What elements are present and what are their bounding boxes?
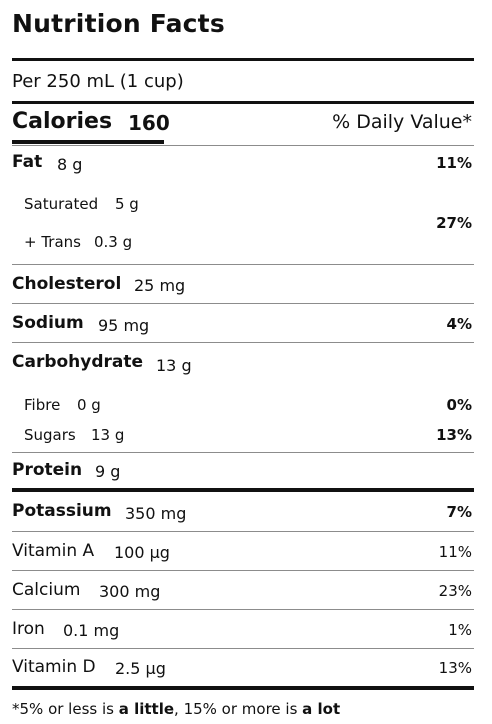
- carbohydrate-amount: 13 g: [156, 356, 192, 375]
- cholesterol-label: Cholesterol: [12, 274, 122, 294]
- vitamin-d-label: Vitamin D: [12, 657, 96, 677]
- sugars-label: Sugars: [24, 426, 76, 444]
- vitamin-a-dv: 11%: [438, 543, 472, 561]
- calcium-label: Calcium: [12, 580, 81, 600]
- divider: [12, 342, 474, 343]
- divider: [12, 58, 474, 61]
- iron-amount: 0.1 mg: [63, 621, 120, 640]
- trans-label: + Trans: [24, 233, 81, 251]
- divider: [12, 570, 474, 571]
- potassium-dv: 7%: [446, 503, 472, 521]
- footnote-emphasis: a little: [118, 700, 175, 718]
- saturated-label: Saturated: [24, 195, 99, 213]
- vitamin-a-label: Vitamin A: [12, 541, 95, 561]
- fat-label: Fat: [12, 152, 43, 172]
- serving-size: Per 250 mL (1 cup): [12, 71, 184, 92]
- sodium-label: Sodium: [12, 313, 84, 333]
- vitamin-a-amount: 100 µg: [114, 543, 170, 562]
- calcium-amount: 300 mg: [99, 582, 161, 601]
- footnote-text: *5% or less is: [12, 700, 119, 718]
- divider: [12, 488, 474, 492]
- fibre-amount: 0 g: [77, 396, 101, 414]
- fibre-label: Fibre: [24, 396, 61, 414]
- iron-label: Iron: [12, 619, 45, 639]
- footnote: *5% or less is a little, 15% or more is …: [12, 700, 340, 718]
- divider: [12, 101, 474, 104]
- sodium-dv: 4%: [446, 315, 472, 333]
- sugars-amount: 13 g: [91, 426, 125, 444]
- divider: [12, 303, 474, 304]
- calories-label: Calories: [12, 109, 113, 134]
- fat-amount: 8 g: [57, 155, 83, 174]
- divider: [12, 686, 474, 690]
- protein-label: Protein: [12, 460, 83, 480]
- protein-amount: 9 g: [95, 462, 121, 481]
- panel-title: Nutrition Facts: [12, 9, 225, 38]
- calories-underline: [12, 140, 164, 144]
- vitamin-d-amount: 2.5 µg: [115, 659, 166, 678]
- footnote-emphasis: a lot: [302, 700, 341, 718]
- divider: [12, 145, 474, 146]
- potassium-amount: 350 mg: [125, 504, 187, 523]
- sodium-amount: 95 mg: [98, 316, 150, 335]
- sugars-dv: 13%: [436, 426, 472, 444]
- trans-amount: 0.3 g: [94, 233, 133, 251]
- saturated-amount: 5 g: [115, 195, 139, 213]
- calcium-dv: 23%: [438, 582, 472, 600]
- cholesterol-amount: 25 mg: [134, 276, 186, 295]
- divider: [12, 452, 474, 453]
- calories-value: 160: [128, 111, 170, 135]
- carbohydrate-label: Carbohydrate: [12, 352, 144, 372]
- divider: [12, 531, 474, 532]
- vitamin-d-dv: 13%: [438, 659, 472, 677]
- footnote-text: , 15% or more is: [174, 700, 303, 718]
- potassium-label: Potassium: [12, 501, 112, 521]
- divider: [12, 648, 474, 649]
- divider: [12, 609, 474, 610]
- fibre-dv: 0%: [446, 396, 472, 414]
- daily-value-header: % Daily Value*: [332, 111, 472, 133]
- fat-dv: 11%: [436, 154, 472, 172]
- divider: [12, 264, 474, 265]
- sat-trans-dv: 27%: [436, 214, 472, 232]
- iron-dv: 1%: [448, 621, 472, 639]
